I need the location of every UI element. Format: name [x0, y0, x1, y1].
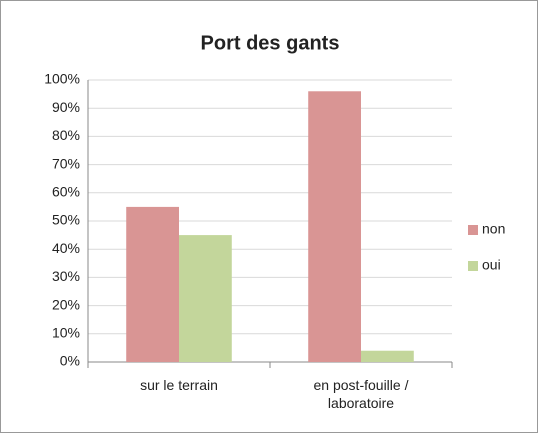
bar [126, 206, 179, 362]
y-tick-label: 30% [52, 268, 80, 284]
y-tick-label: 0% [60, 353, 80, 369]
legend-label: oui [482, 257, 501, 273]
y-tick-label: 10% [52, 325, 80, 341]
legend-swatch [468, 225, 478, 235]
y-tick-label: 90% [52, 99, 80, 115]
y-tick-label: 100% [44, 71, 80, 87]
x-tick-label: sur le terrain [140, 377, 218, 393]
legend-label: non [482, 221, 505, 237]
y-tick-label: 80% [52, 127, 80, 143]
x-tick-label: en post-fouille / laboratoire [313, 377, 409, 411]
y-tick-label: 70% [52, 155, 80, 171]
y-tick-label: 20% [52, 296, 80, 312]
bar [179, 235, 232, 362]
bar [308, 91, 361, 362]
y-tick-label: 60% [52, 184, 80, 200]
legend-swatch [468, 261, 478, 271]
y-tick-label: 50% [52, 212, 80, 228]
y-tick-label: 40% [52, 240, 80, 256]
bar [361, 350, 414, 362]
chart-title: Port des gants [201, 32, 340, 54]
